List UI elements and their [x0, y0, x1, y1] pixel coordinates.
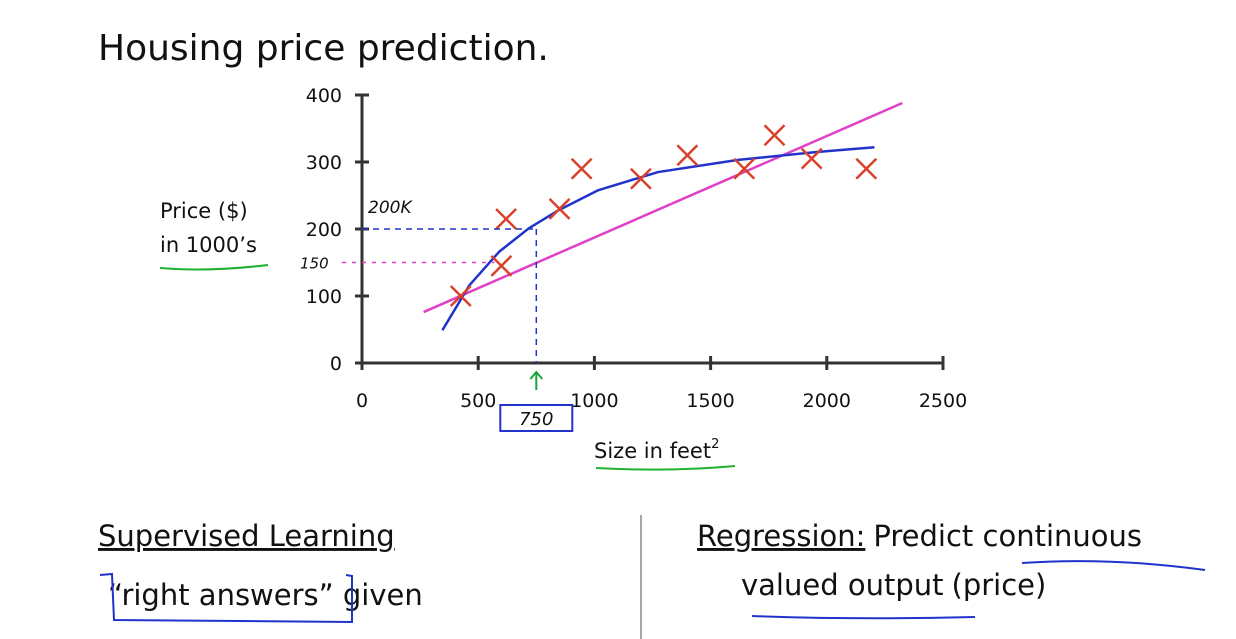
point — [855, 157, 878, 180]
left-text: “right answers” given — [108, 578, 423, 612]
point — [449, 285, 472, 307]
underline — [595, 465, 736, 471]
right-heading: Regression: — [697, 519, 865, 553]
x-axis-label: Size in feet2 — [594, 437, 719, 463]
point — [629, 167, 652, 190]
x-tick-label: 1000 — [570, 390, 618, 412]
point — [570, 157, 593, 180]
y-tick-label: 300 — [306, 152, 342, 174]
point — [495, 208, 517, 230]
x-tick-label: 2500 — [919, 390, 967, 412]
hand-box — [99, 572, 353, 624]
y-axis-label: in 1000’s — [160, 233, 257, 257]
point — [676, 144, 699, 167]
slide-title: Housing price prediction. — [98, 28, 549, 69]
annotation: 150 — [300, 255, 329, 273]
x-axis-label-text: Size in feet — [594, 439, 711, 463]
x-tick-label: 1500 — [686, 390, 734, 412]
right-line-2: valued output (price) — [741, 568, 1046, 602]
underline — [751, 615, 976, 620]
x-tick-label: 500 — [460, 390, 496, 412]
annotation: 750 — [519, 409, 553, 430]
right-text: Predict continuous — [873, 519, 1142, 553]
y-tick-label: 400 — [306, 85, 342, 107]
left-heading: Supervised Learning — [98, 519, 395, 553]
point — [800, 147, 823, 170]
y-tick-label: 0 — [330, 353, 342, 375]
point — [490, 254, 513, 277]
fit-line — [441, 146, 875, 331]
annotation-box — [499, 404, 574, 432]
underline — [1021, 560, 1206, 571]
x-tick-label: 0 — [356, 390, 368, 412]
x-tick-label: 2000 — [803, 390, 851, 412]
x-axis-label-sup: 2 — [711, 437, 719, 452]
right-line-1: Regression: Predict continuous — [697, 519, 1142, 553]
right-text: (price) — [952, 568, 1047, 602]
right-text: valued output — [741, 568, 944, 602]
underline — [159, 264, 269, 271]
y-tick-label: 200 — [306, 219, 342, 241]
point — [548, 198, 571, 220]
point — [733, 157, 756, 180]
y-axis-label: Price ($) — [160, 199, 248, 223]
fit-line — [423, 101, 903, 314]
arrow — [529, 370, 544, 390]
y-tick-label: 100 — [306, 286, 342, 308]
annotation: 200K — [368, 198, 413, 218]
point — [763, 124, 786, 147]
